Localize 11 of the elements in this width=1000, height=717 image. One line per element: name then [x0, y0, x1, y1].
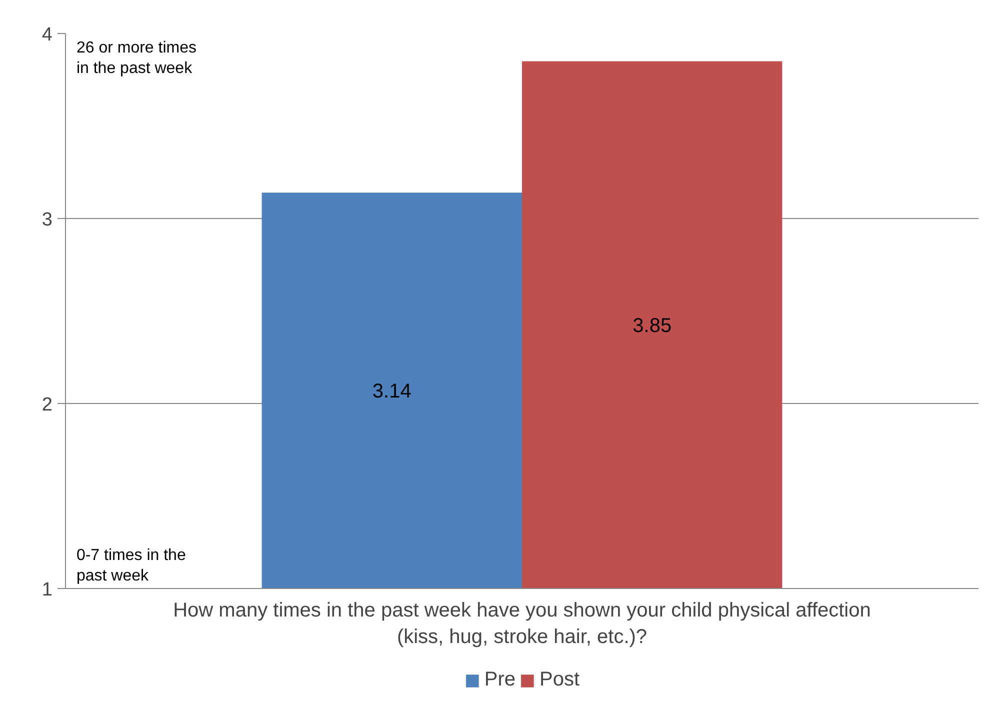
legend-label: Pre	[484, 668, 516, 692]
y-tick-label: 3	[42, 210, 53, 230]
annotation: 0-7 times in the past week	[76, 547, 186, 584]
legend-label: Post	[540, 668, 580, 692]
y-tick-label: 4	[42, 24, 53, 46]
data-label: 3.14	[372, 380, 412, 403]
data-label: 3.85	[632, 314, 672, 337]
annotation: 26 or more times in the past week	[76, 40, 197, 77]
y-tick-label: 1	[42, 580, 53, 600]
x-axis-title: How many times in the past week have you shown your child physical affection (kiss, hug, stroke hair, etc.)?	[173, 600, 871, 648]
y-tick-label: 2	[42, 394, 53, 416]
